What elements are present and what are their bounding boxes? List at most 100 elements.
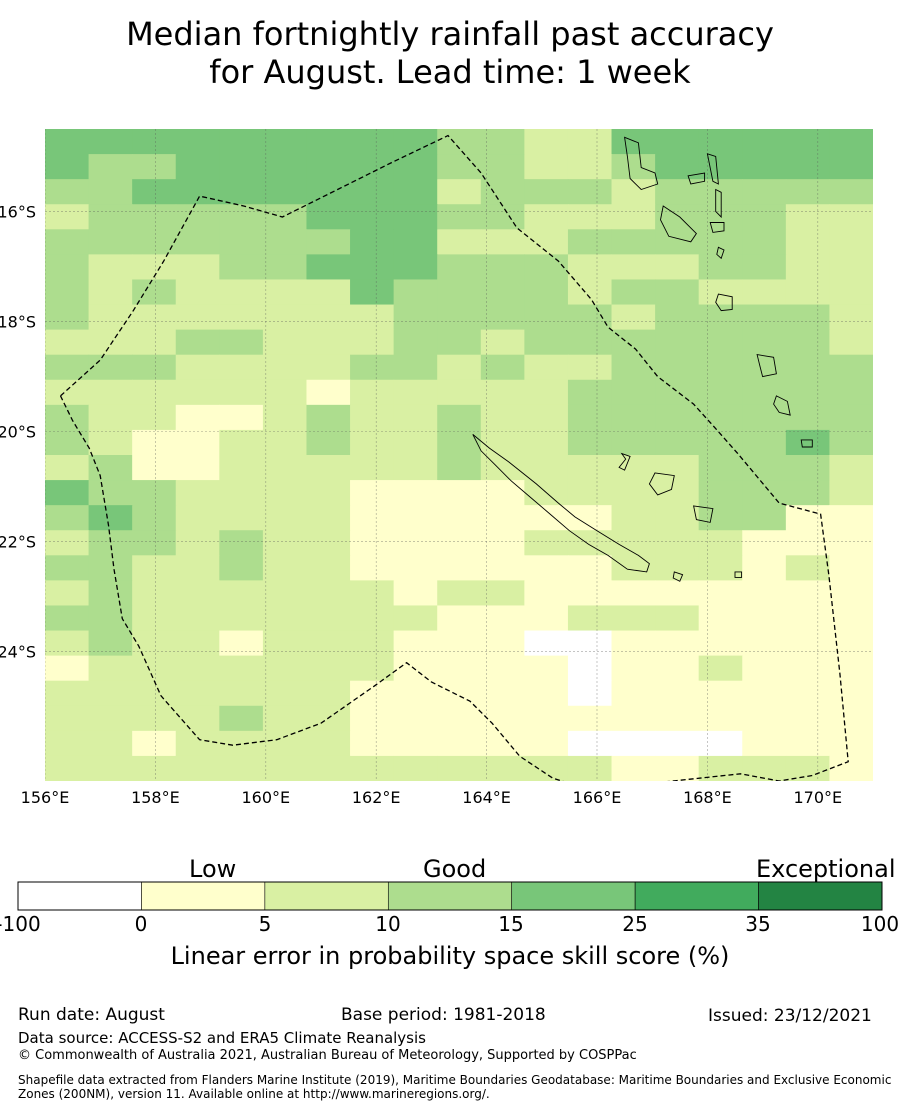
skill-cell: [350, 179, 395, 205]
skill-cell: [480, 154, 525, 180]
copyright-notice: © Commonwealth of Australia 2021, Austra…: [18, 1048, 637, 1063]
skill-cell: [306, 129, 351, 155]
skill-cell: [829, 730, 873, 757]
skill-cell: [524, 555, 569, 581]
skill-cell: [698, 354, 743, 381]
skill-cell: [175, 379, 220, 406]
skill-cell: [742, 379, 787, 406]
skill-cell: [698, 605, 743, 632]
skill-cell: [45, 229, 90, 255]
skill-cell: [219, 580, 264, 607]
skill-cell: [829, 755, 873, 781]
skill-cell: [480, 354, 525, 381]
skill-cell: [45, 605, 90, 632]
skill-cell: [393, 555, 438, 581]
skill-cell: [88, 730, 133, 757]
skill-cell: [785, 204, 831, 230]
skill-cell: [88, 254, 133, 281]
skill-cell: [45, 354, 90, 381]
skill-cell: [437, 354, 482, 381]
skill-cell: [698, 229, 743, 255]
skill-cell: [480, 279, 525, 306]
skill-cell: [785, 254, 831, 281]
skill-cell: [262, 179, 308, 205]
skill-cell: [698, 304, 743, 331]
skill-cell: [393, 279, 438, 306]
skill-cell: [785, 655, 831, 682]
skill-cell: [437, 530, 482, 556]
skill-cell: [132, 379, 177, 406]
skill-cell: [45, 129, 90, 155]
island-outline: [648, 472, 675, 496]
skill-cell: [480, 455, 525, 481]
skill-cell: [437, 680, 482, 707]
skill-cell: [611, 329, 656, 356]
skill-cell: [393, 129, 438, 155]
skill-cell: [829, 154, 873, 180]
longitude-tick-label: 166°E: [573, 788, 622, 807]
skill-cell: [132, 354, 177, 381]
skill-cell: [393, 530, 438, 556]
skill-cell: [306, 680, 351, 707]
skill-cell: [175, 254, 220, 281]
skill-cell: [45, 680, 90, 707]
skill-cell: [524, 154, 569, 180]
skill-cell: [262, 254, 308, 281]
skill-cell: [132, 129, 177, 155]
skill-cell: [785, 279, 831, 306]
skill-cell: [698, 329, 743, 356]
skill-cell: [219, 279, 264, 306]
skill-cell: [742, 505, 787, 531]
skill-cell: [567, 680, 613, 707]
skill-cell: [480, 304, 525, 331]
skill-cell: [655, 279, 700, 306]
skill-cell: [829, 404, 873, 431]
skill-cell: [306, 404, 351, 431]
skill-cell: [175, 655, 220, 682]
skill-cell: [655, 605, 700, 632]
skill-cell: [524, 505, 569, 531]
skill-cell: [393, 730, 438, 757]
skill-cell: [829, 129, 873, 155]
skill-cell: [262, 455, 308, 481]
skill-cell: [742, 530, 787, 556]
skill-cell: [742, 204, 787, 230]
skill-cell: [262, 154, 308, 180]
skill-cell: [262, 379, 308, 406]
data-source: Data source: ACCESS-S2 and ERA5 Climate …: [18, 1029, 426, 1047]
skill-cell: [350, 254, 395, 281]
skill-cell: [829, 530, 873, 556]
skill-cell: [350, 304, 395, 331]
skill-cell: [437, 580, 482, 607]
skill-cell: [480, 329, 525, 356]
skill-cell: [219, 605, 264, 632]
skill-cell: [175, 680, 220, 707]
skill-cell: [262, 480, 308, 506]
skill-cell: [88, 455, 133, 481]
skill-cell: [45, 530, 90, 556]
skill-cell: [611, 580, 656, 607]
skill-cell: [567, 730, 613, 757]
skill-cell: [262, 404, 308, 431]
skill-cell: [567, 379, 613, 406]
skill-cell: [350, 705, 395, 732]
skill-cell: [567, 455, 613, 481]
skill-cell: [219, 379, 264, 406]
skill-cell: [393, 455, 438, 481]
skill-cell: [480, 655, 525, 682]
latitude-tick-label: 16°S: [0, 203, 36, 222]
skill-cell: [655, 455, 700, 481]
island-outline: [706, 153, 719, 185]
skill-cell: [655, 655, 700, 682]
skill-cell: [219, 730, 264, 757]
skill-cell: [742, 730, 787, 757]
skill-cell: [437, 229, 482, 255]
skill-cell: [262, 530, 308, 556]
skill-cell: [655, 705, 700, 732]
skill-cell: [785, 304, 831, 331]
skill-cell: [611, 304, 656, 331]
skill-cell: [611, 505, 656, 531]
skill-cell: [393, 580, 438, 607]
skill-cell: [655, 404, 700, 431]
skill-cell: [829, 254, 873, 281]
